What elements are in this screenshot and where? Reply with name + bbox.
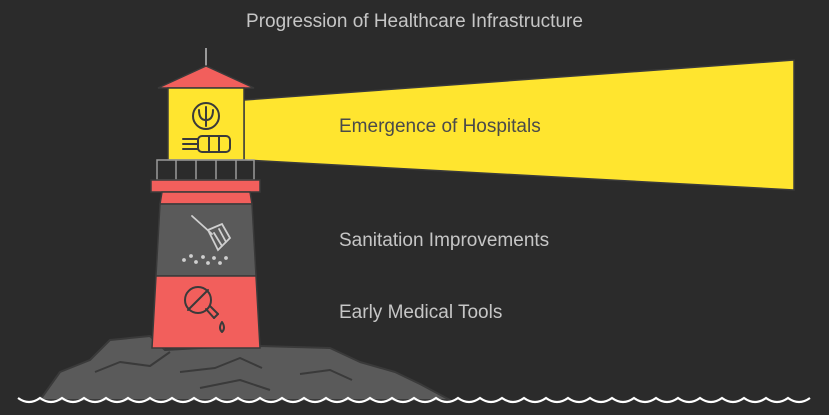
stage-label-hospitals: Emergence of Hospitals bbox=[339, 116, 541, 137]
water-waves bbox=[17, 396, 811, 404]
psi-medical-icon bbox=[182, 102, 231, 153]
lighthouse-lantern bbox=[150, 48, 261, 193]
broom-sweeping-icon bbox=[182, 215, 232, 265]
lighthouse-tower bbox=[151, 191, 261, 349]
stage-label-medical-tools: Early Medical Tools bbox=[339, 302, 503, 323]
diagram-title: Progression of Healthcare Infrastructure bbox=[246, 11, 583, 32]
stage-label-sanitation: Sanitation Improvements bbox=[339, 230, 550, 251]
flask-drop-icon bbox=[184, 286, 225, 333]
